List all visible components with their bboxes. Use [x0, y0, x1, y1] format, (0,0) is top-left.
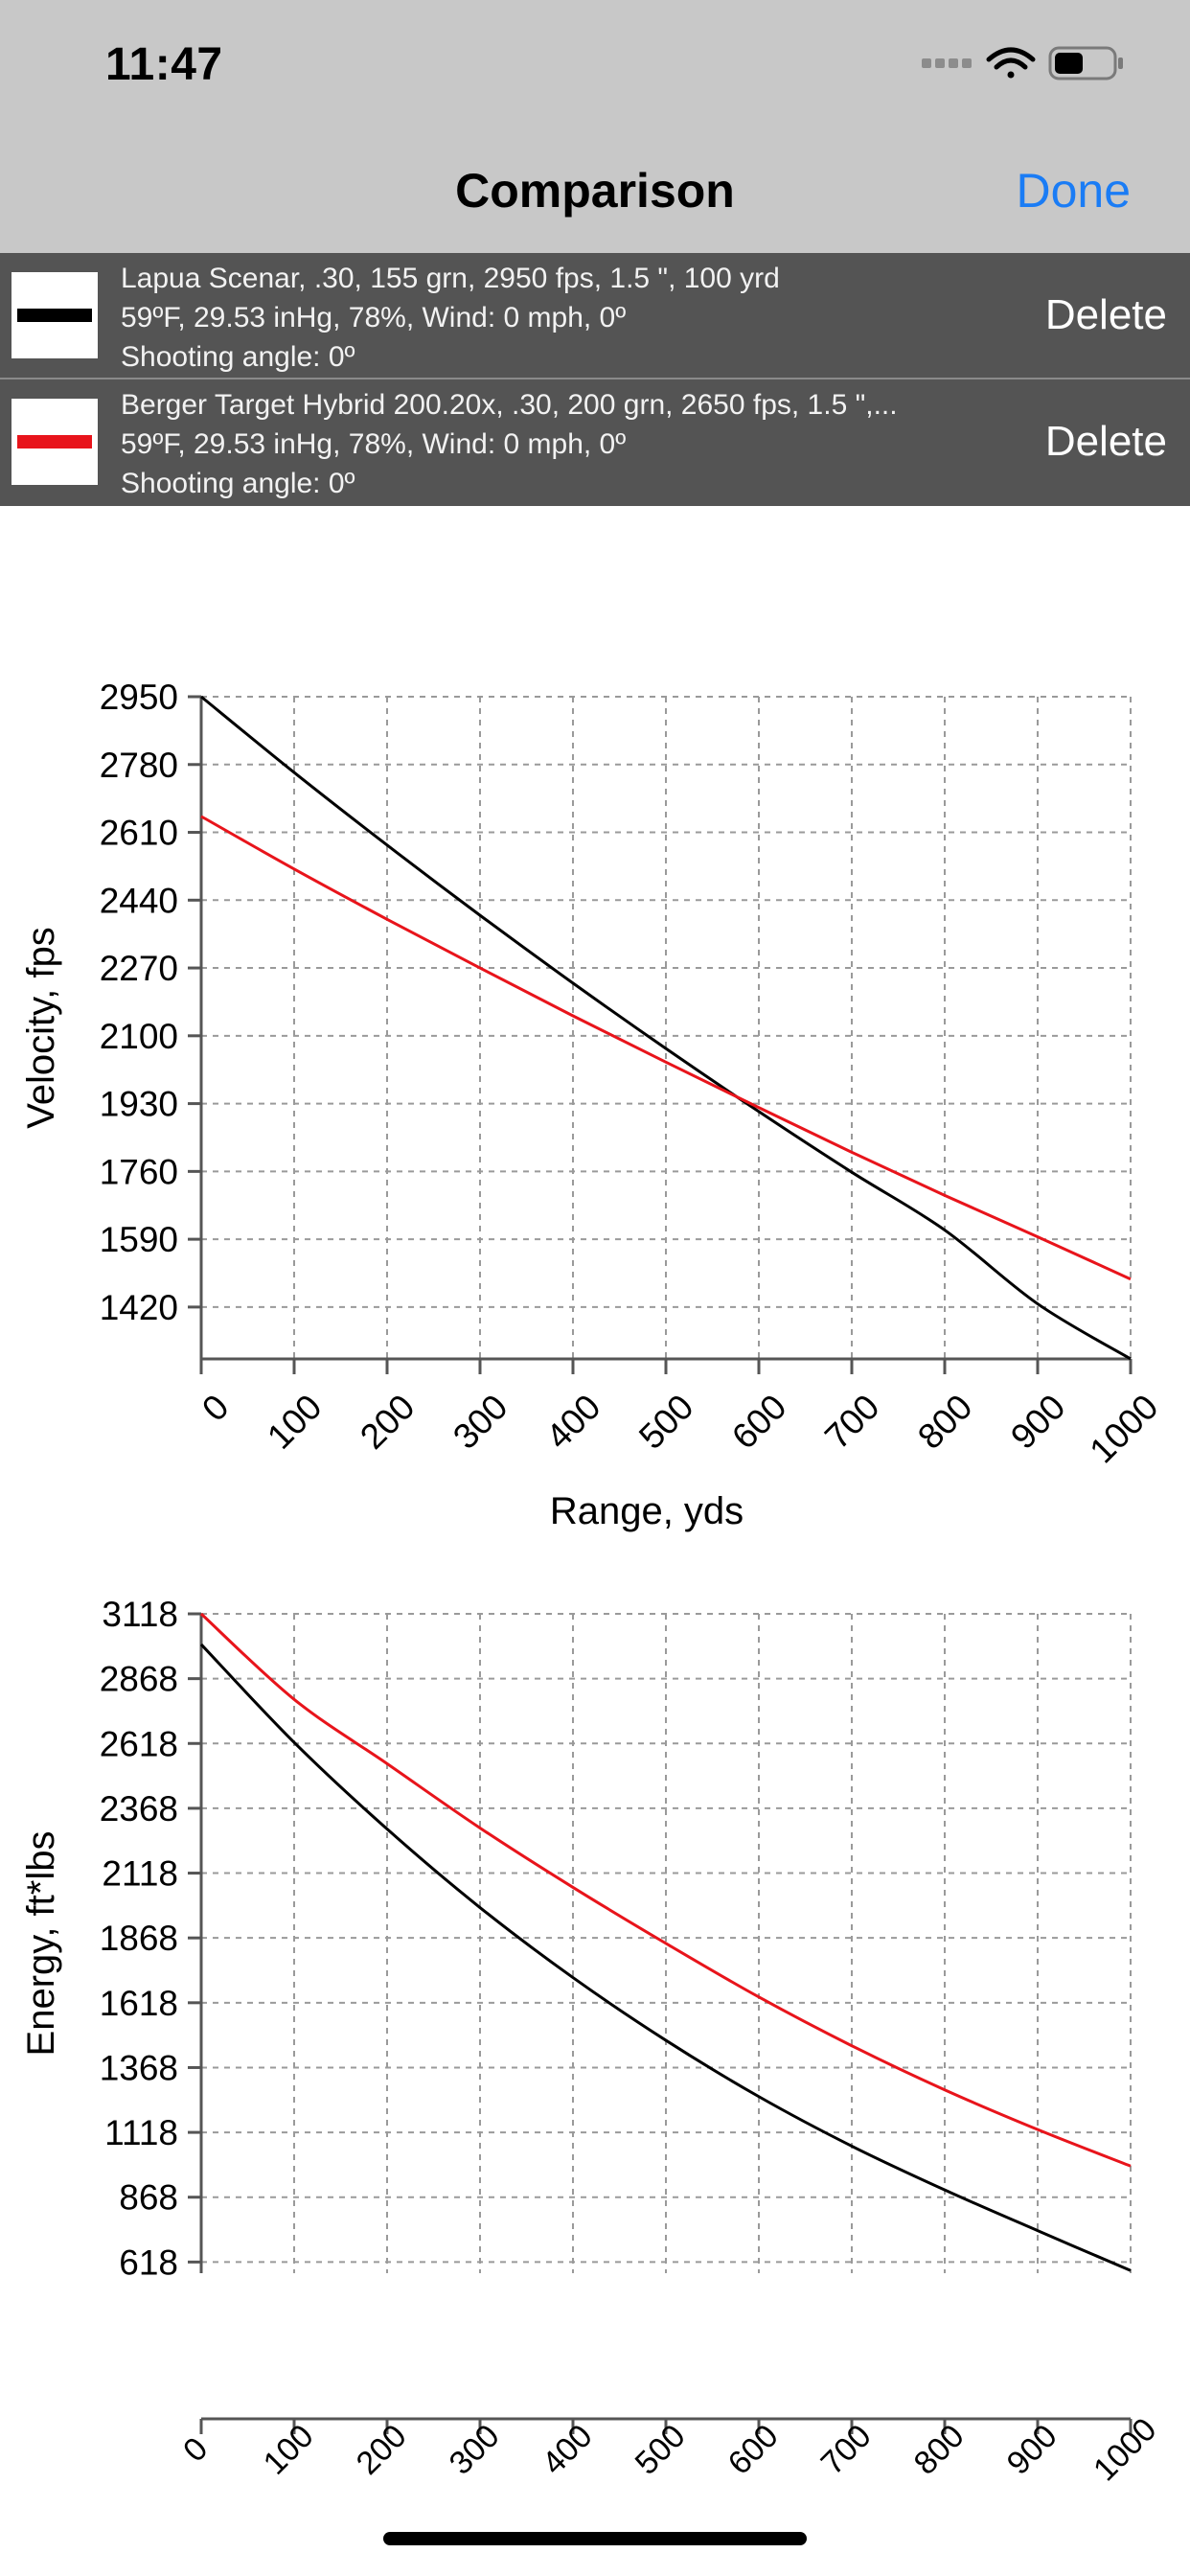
navigation-bar: Comparison Done [0, 134, 1190, 253]
x-tick-label: 700 [814, 2418, 879, 2482]
comparison-list: Lapua Scenar, .30, 155 grn, 2950 fps, 1.… [0, 253, 1190, 506]
series-line-1 [199, 1643, 1132, 2272]
x-tick-label: 500 [629, 2418, 693, 2482]
x-tick-label: 0 [176, 2430, 215, 2469]
x-tick-label: 100 [257, 2418, 321, 2482]
y-tick-label: 2950 [100, 678, 178, 717]
status-bar: 11:47 [0, 0, 1190, 134]
series-line-2 [199, 1612, 1132, 2168]
home-indicator [383, 2532, 807, 2545]
series-line-1 [200, 695, 1132, 1361]
x-tick-label: 200 [350, 2418, 414, 2482]
series-color-line [17, 435, 92, 448]
x-tick-label: 300 [443, 2418, 507, 2482]
x-tick-label: 100 [260, 1387, 330, 1457]
delete-button[interactable]: Delete [1044, 291, 1167, 338]
y-tick-label: 618 [119, 2242, 178, 2282]
x-axis-label: Range, yds [550, 1490, 744, 1532]
chart-2: 3118 2868 2618 2368 2118 1868 1618 1368 1118 868 6… [20, 1595, 1163, 2488]
y-tick-label: 2368 [100, 1789, 178, 1828]
y-tick-label: 3118 [102, 1595, 178, 1634]
x-tick-label: 900 [1000, 2418, 1064, 2482]
y-tick-label: 2618 [100, 1724, 178, 1763]
comparison-row-2[interactable]: Berger Target Hybrid 200.20x, .30, 200 g… [0, 380, 1190, 506]
status-time: 11:47 [105, 39, 223, 90]
x-tick-label: 1000 [1082, 1387, 1165, 1470]
x-tick-label: 800 [910, 1387, 980, 1457]
page-title: Comparison [455, 164, 735, 218]
x-tick-label: 700 [817, 1387, 887, 1457]
x-tick-label: 400 [536, 2418, 600, 2482]
x-tick-label: 500 [631, 1387, 701, 1457]
x-tick-label: 900 [1003, 1387, 1073, 1457]
y-tick-label: 2610 [100, 814, 178, 853]
y-tick-label: 1420 [100, 1288, 178, 1327]
y-tick-label: 1868 [100, 1919, 178, 1958]
y-tick-label: 1590 [100, 1220, 178, 1259]
x-tick-label: 0 [195, 1387, 237, 1429]
x-tick-label: 600 [724, 1387, 794, 1457]
wifi-icon [986, 47, 1036, 79]
x-tick-label: 400 [538, 1387, 608, 1457]
chart-1: 2950 2780 2610 2440 2270 2100 1930 1760 1590 1420… [20, 678, 1166, 1532]
y-tick-label: 2118 [102, 1854, 178, 1894]
status-icons [922, 46, 1123, 80]
x-tick-label: 800 [907, 2418, 972, 2482]
series-color-swatch [11, 399, 98, 485]
y-tick-label: 1760 [100, 1152, 178, 1191]
series-color-line [17, 309, 92, 322]
battery-icon [1048, 46, 1123, 80]
y-tick-label: 2440 [100, 881, 178, 920]
x-tick-label: 1000 [1087, 2411, 1163, 2488]
delete-button[interactable]: Delete [1044, 418, 1167, 465]
y-tick-label: 1930 [100, 1085, 178, 1124]
cellular-dots-icon [922, 58, 972, 68]
x-tick-label: 600 [721, 2418, 786, 2482]
series-color-swatch [11, 272, 98, 358]
y-tick-label: 2868 [100, 1660, 178, 1699]
y-tick-label: 2780 [100, 746, 178, 785]
x-tick-label: 200 [353, 1387, 423, 1457]
y-tick-label: 2270 [100, 949, 178, 988]
y-tick-label: 1118 [104, 2113, 178, 2152]
done-button[interactable]: Done [1016, 164, 1131, 218]
x-tick-label: 300 [446, 1387, 515, 1457]
y-axis-label: Velocity, fps [20, 927, 62, 1128]
y-tick-label: 1618 [100, 1984, 178, 2023]
y-tick-label: 1368 [100, 2048, 178, 2087]
y-tick-label: 868 [119, 2178, 178, 2218]
y-axis-label: Energy, ft*lbs [20, 1831, 62, 2057]
comparison-row-1[interactable]: Lapua Scenar, .30, 155 grn, 2950 fps, 1.… [0, 253, 1190, 380]
y-tick-label: 2100 [100, 1017, 178, 1056]
